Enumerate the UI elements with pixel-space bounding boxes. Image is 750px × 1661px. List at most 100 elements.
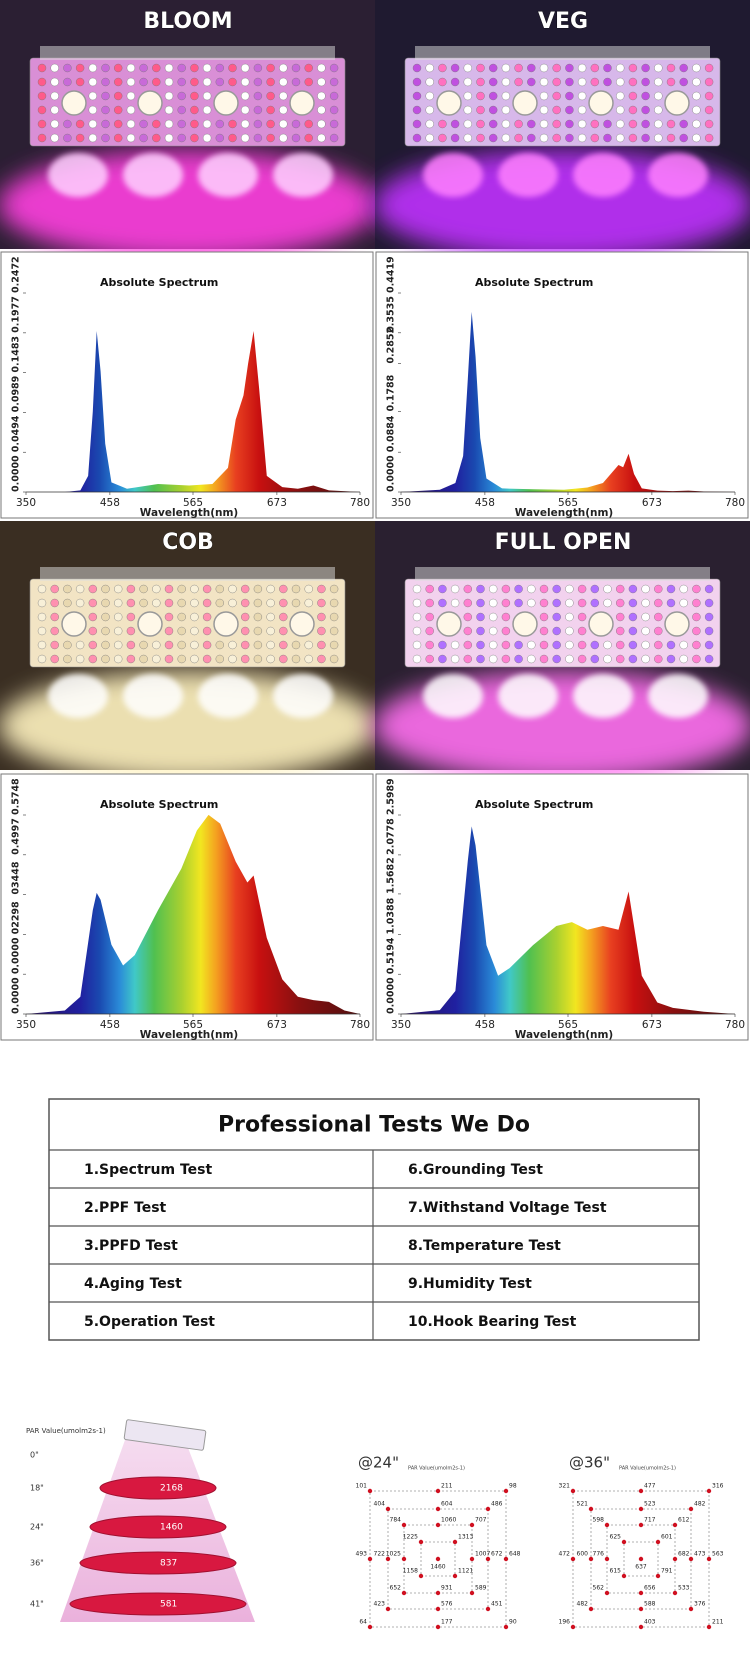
led xyxy=(565,77,574,87)
led xyxy=(215,63,225,73)
led xyxy=(666,640,676,650)
led xyxy=(88,626,98,636)
y-tick-label: 0.1977 xyxy=(11,296,22,333)
y-tick-label: 2.0778 xyxy=(386,818,397,855)
cob-led xyxy=(664,90,690,116)
led xyxy=(425,584,434,594)
led xyxy=(692,626,701,636)
led xyxy=(704,640,714,650)
cob-led xyxy=(137,611,163,637)
led xyxy=(215,119,225,129)
led xyxy=(628,626,638,636)
measure-point xyxy=(688,1556,694,1562)
led xyxy=(412,598,422,608)
measure-point xyxy=(435,1522,441,1528)
led xyxy=(304,77,313,87)
led xyxy=(527,640,536,650)
measure-value: 637 xyxy=(635,1564,647,1571)
y-tick-label: 1.5682 xyxy=(386,857,397,894)
led xyxy=(253,640,263,650)
led xyxy=(253,598,263,608)
led xyxy=(641,91,650,101)
spectrum-chart: 0.0000 0.0000 02298 03448 0.4997 0.5748 350 458… xyxy=(0,773,374,1041)
measure-point xyxy=(688,1606,694,1612)
led xyxy=(329,77,339,87)
measure-point xyxy=(385,1556,391,1562)
led xyxy=(527,654,536,664)
measure-value: 101 xyxy=(356,1483,368,1490)
led xyxy=(565,598,574,608)
led xyxy=(539,105,549,115)
led xyxy=(164,640,174,650)
measure-value: 451 xyxy=(491,1601,503,1608)
light-spot xyxy=(423,153,483,197)
y-tick-label: 0.1483 xyxy=(11,336,22,373)
led xyxy=(177,119,186,129)
led xyxy=(489,63,498,73)
led xyxy=(164,91,174,101)
fixture-top xyxy=(415,567,710,581)
led xyxy=(240,77,250,87)
measure-value: 1460 xyxy=(430,1564,445,1571)
panel-label: VEG xyxy=(538,9,588,34)
led xyxy=(139,598,148,608)
led xyxy=(489,640,498,650)
led xyxy=(304,654,313,664)
led xyxy=(101,91,110,101)
led xyxy=(101,584,110,594)
measure-value: 533 xyxy=(678,1585,690,1592)
led xyxy=(438,654,447,664)
led xyxy=(565,640,574,650)
led xyxy=(628,105,638,115)
measure-point xyxy=(570,1624,576,1630)
led xyxy=(463,133,472,143)
led xyxy=(37,654,47,664)
led xyxy=(253,63,263,73)
led xyxy=(425,63,434,73)
led xyxy=(266,63,275,73)
led xyxy=(317,598,326,608)
led xyxy=(190,105,199,115)
measure-value: 477 xyxy=(644,1483,656,1490)
photo-panel: BLOOM xyxy=(0,0,378,260)
led xyxy=(202,640,212,650)
measure-value: 376 xyxy=(694,1601,706,1608)
led xyxy=(202,584,212,594)
measure-value: 791 xyxy=(661,1568,673,1575)
cob-led xyxy=(436,611,462,637)
measure-value: 652 xyxy=(390,1585,402,1592)
height-label: 24" xyxy=(30,1523,44,1532)
x-tick-label: 673 xyxy=(642,1019,662,1031)
panel-label: BLOOM xyxy=(143,9,232,34)
led xyxy=(317,91,326,101)
led xyxy=(101,626,110,636)
led xyxy=(438,133,447,143)
led xyxy=(126,91,136,101)
led xyxy=(654,598,663,608)
led xyxy=(50,640,59,650)
led xyxy=(126,119,136,129)
measure-point xyxy=(503,1556,509,1562)
led xyxy=(692,133,701,143)
led xyxy=(654,63,663,73)
led xyxy=(704,91,714,101)
led xyxy=(476,105,485,115)
measure-point xyxy=(621,1539,627,1545)
led xyxy=(88,640,98,650)
led xyxy=(202,119,212,129)
led xyxy=(164,63,174,73)
led xyxy=(266,77,275,87)
led xyxy=(641,119,650,129)
led xyxy=(692,63,701,73)
x-tick-label: 350 xyxy=(391,1019,411,1031)
led xyxy=(590,640,599,650)
led xyxy=(501,626,511,636)
led xyxy=(88,63,98,73)
led xyxy=(266,105,275,115)
led xyxy=(88,105,98,115)
led xyxy=(317,119,326,129)
measure-value: 403 xyxy=(644,1619,656,1626)
light-spot xyxy=(198,674,258,718)
measure-value: 1007 xyxy=(475,1551,490,1558)
led xyxy=(501,119,511,129)
